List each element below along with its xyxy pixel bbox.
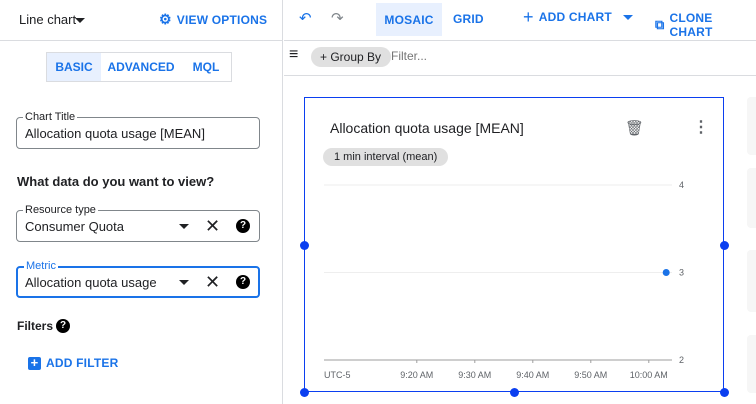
field-value: Allocation quota usage [MEAN] bbox=[25, 126, 205, 141]
adjacent-chart-card[interactable] bbox=[747, 250, 756, 312]
plus-box-icon: + bbox=[28, 356, 41, 370]
chevron-down-icon[interactable] bbox=[179, 280, 189, 285]
adjacent-chart-card[interactable] bbox=[747, 168, 756, 228]
resource-type-field[interactable]: Resource type Consumer Quota ✕ ? bbox=[16, 204, 260, 242]
mode-toggle: BASIC ADVANCED MQL bbox=[46, 52, 232, 82]
delete-icon[interactable]: 🗑 bbox=[625, 120, 645, 137]
add-chart-button[interactable]: + ADD CHART bbox=[523, 7, 633, 27]
divider bbox=[0, 40, 283, 41]
more-vert-icon[interactable]: ⋮ bbox=[693, 119, 709, 136]
mosaic-button[interactable]: MOSAIC bbox=[376, 3, 442, 36]
clear-icon[interactable]: ✕ bbox=[205, 272, 221, 292]
filter-input[interactable] bbox=[391, 49, 591, 63]
x-tick-label: 10:00 AM bbox=[630, 370, 668, 380]
chevron-down-icon[interactable] bbox=[75, 18, 85, 23]
mode-mql[interactable]: MQL bbox=[192, 60, 220, 74]
group-by-chip[interactable]: + Group By bbox=[311, 47, 392, 67]
resize-handle[interactable] bbox=[719, 387, 729, 397]
interval-chip: 1 min interval (mean) bbox=[323, 148, 449, 166]
chart-title-field[interactable]: Chart Title Allocation quota usage [MEAN… bbox=[16, 111, 260, 149]
field-label: Chart Title bbox=[23, 111, 78, 123]
help-icon[interactable]: ? bbox=[236, 275, 250, 289]
filters-label: Filters bbox=[17, 319, 54, 333]
copy-icon: ⧉ bbox=[655, 17, 665, 32]
x-tick-label: 9:30 AM bbox=[458, 370, 491, 380]
mode-basic[interactable]: BASIC bbox=[47, 53, 101, 81]
clone-chart-label: CLONE CHART bbox=[669, 11, 713, 39]
resize-handle[interactable] bbox=[509, 387, 519, 397]
filter-icon[interactable]: ≡ bbox=[289, 46, 299, 63]
adjacent-chart-card[interactable] bbox=[747, 97, 756, 155]
x-tick-label: 9:20 AM bbox=[400, 370, 433, 380]
divider bbox=[284, 75, 756, 76]
data-point bbox=[662, 269, 670, 276]
mode-advanced[interactable]: ADVANCED bbox=[107, 60, 175, 74]
field-label: Resource type bbox=[23, 204, 98, 216]
resize-handle[interactable] bbox=[299, 240, 309, 250]
divider bbox=[284, 40, 756, 41]
view-options-button[interactable]: ⚙ VIEW OPTIONS bbox=[159, 11, 267, 28]
chart-config-panel: Line chart ⚙ VIEW OPTIONS BASIC ADVANCED … bbox=[0, 0, 283, 404]
chart-title: Allocation quota usage [MEAN] bbox=[330, 120, 524, 136]
metric-field[interactable]: Metric Allocation quota usage ✕ ? bbox=[16, 260, 260, 298]
add-filter-label: ADD FILTER bbox=[46, 356, 119, 370]
timezone-label: UTC-5 bbox=[324, 370, 351, 380]
field-value: Allocation quota usage bbox=[25, 275, 157, 290]
view-options-label: VIEW OPTIONS bbox=[176, 12, 268, 27]
section-heading: What data do you want to view? bbox=[17, 174, 215, 189]
y-tick-label: 3 bbox=[679, 268, 684, 278]
redo-icon[interactable]: ↷ bbox=[331, 10, 344, 27]
chart-type-select[interactable]: Line chart bbox=[19, 12, 76, 27]
add-filter-button[interactable]: + ADD FILTER bbox=[28, 356, 118, 370]
x-tick-label: 9:40 AM bbox=[516, 370, 549, 380]
field-value: Consumer Quota bbox=[25, 219, 124, 234]
y-tick-label: 4 bbox=[679, 180, 684, 190]
undo-icon[interactable]: ↶ bbox=[299, 10, 312, 27]
field-label: Metric bbox=[24, 260, 58, 272]
clear-icon[interactable]: ✕ bbox=[205, 216, 221, 236]
help-icon[interactable]: ? bbox=[236, 219, 250, 233]
adjacent-chart-card[interactable] bbox=[747, 335, 756, 393]
resize-handle[interactable] bbox=[299, 387, 309, 397]
help-icon[interactable]: ? bbox=[56, 319, 70, 333]
grid-button[interactable]: GRID bbox=[453, 12, 484, 26]
chevron-down-icon[interactable] bbox=[179, 224, 189, 229]
plus-icon: + bbox=[523, 7, 534, 27]
chevron-down-icon bbox=[622, 14, 633, 20]
y-tick-label: 2 bbox=[679, 355, 684, 365]
resize-handle[interactable] bbox=[719, 240, 729, 250]
chart-type-label: Line chart bbox=[19, 12, 77, 27]
gear-icon: ⚙ bbox=[159, 11, 172, 27]
add-chart-label: ADD CHART bbox=[538, 10, 612, 24]
x-tick-label: 9:50 AM bbox=[574, 370, 607, 380]
clone-chart-button[interactable]: ⧉ CLONE CHART bbox=[655, 11, 756, 39]
